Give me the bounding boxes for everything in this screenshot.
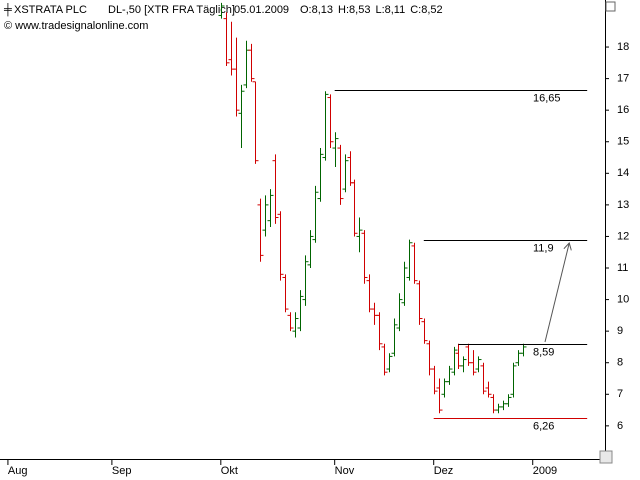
y-tick-label: 8: [617, 357, 623, 369]
x-tick-label: Nov: [335, 465, 355, 477]
y-tick-label: 14: [617, 167, 629, 179]
level-label: 16,65: [533, 92, 561, 104]
y-tick-label: 12: [617, 230, 629, 242]
level-label: 6,26: [533, 420, 554, 432]
level-label: 11,9: [533, 242, 554, 254]
y-tick-label: 17: [617, 73, 629, 85]
y-tick-label: 9: [617, 325, 623, 337]
x-tick-label: Aug: [8, 465, 28, 477]
quote-value: H:8,53: [338, 4, 370, 16]
quote-value: O:8,13: [300, 4, 333, 16]
y-tick-label: 15: [617, 136, 629, 148]
y-tick-label: 11: [617, 262, 628, 274]
x-tick-label: Sep: [112, 465, 132, 477]
y-tick-label: 6: [617, 420, 623, 432]
subtitle: DL-,50 [XTR FRA Täglich]: [108, 4, 235, 16]
x-tick-label: Dez: [434, 465, 454, 477]
date: 05.01.2009: [234, 4, 289, 16]
scroll-button[interactable]: [599, 450, 613, 464]
quote-value: C:8,52: [410, 4, 442, 16]
y-tick-label: 7: [617, 388, 623, 400]
source: © www.tradesignalonline.com: [4, 20, 148, 32]
x-tick-label: 2009: [533, 465, 557, 477]
y-tick-label: 13: [617, 199, 629, 211]
quote-value: L:8,11: [375, 4, 405, 16]
annotation-arrow: [544, 244, 569, 343]
chart-title: XSTRATA PLC: [14, 4, 87, 16]
y-tick-label: 10: [617, 293, 629, 305]
y-tick-label: 16: [617, 104, 629, 116]
y-tick-label: 18: [617, 41, 629, 53]
symbol-icon: ╪: [3, 2, 12, 17]
corner-button[interactable]: [605, 1, 616, 12]
x-tick-label: Okt: [221, 465, 238, 477]
level-label: 8,59: [533, 346, 554, 358]
